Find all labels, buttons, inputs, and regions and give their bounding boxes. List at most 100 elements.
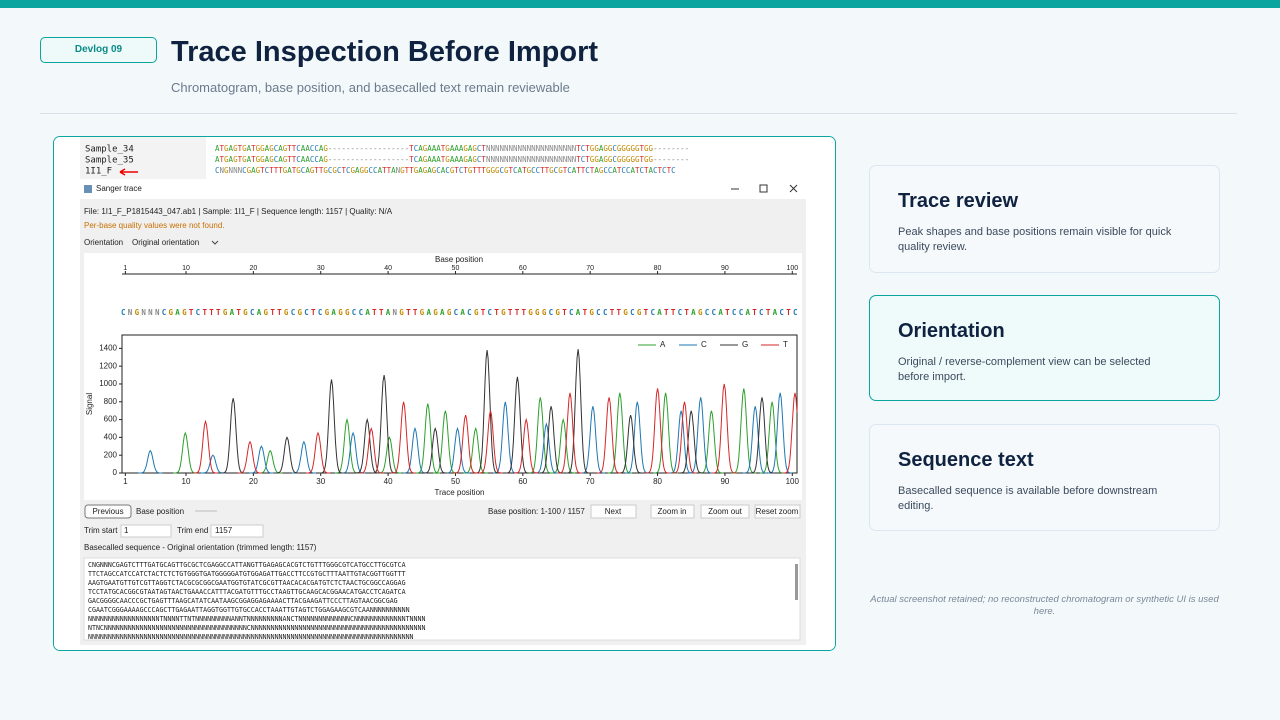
card: Sequence text Basecalled sequence is avai…: [869, 424, 1220, 531]
top-tick-label: 50: [452, 265, 460, 272]
top-tick-label: 1: [123, 265, 127, 272]
sequence-header: Basecalled sequence - Original orientati…: [84, 543, 317, 552]
trace-peak: [679, 410, 704, 474]
sequence-line: NTNCNNNNNNNNNNNNNNNNNNNNNNNNNNNNNNNNNNNN…: [88, 624, 425, 632]
card-title: Trace review: [898, 190, 1019, 212]
legend-label: G: [742, 340, 748, 349]
zoom-out-button[interactable]: [700, 504, 750, 519]
trace-peak: [565, 349, 591, 474]
trim-end-label: Trim end: [177, 526, 208, 535]
orientation-select[interactable]: [128, 236, 222, 249]
trace-peak: [596, 397, 622, 474]
card-body: Original / reverse-complement view can b…: [898, 356, 1151, 383]
range-label: Base position: 1-100 / 1157: [488, 507, 585, 516]
maximize[interactable]: [759, 184, 768, 193]
y-tick-label: 1200: [99, 361, 117, 370]
sequence-line: NNNNNNNNNNNNNNNNNNNNNNNNNNNNNNNNNNNNNNNN…: [88, 633, 414, 641]
top-tick-label: 20: [249, 265, 257, 272]
sequence-line: CGAATCGGGAAAAGCCCAGCTTGAGAATTAGGTGGTTGTG…: [88, 606, 410, 614]
top-tick-label: 40: [384, 265, 392, 272]
sequence-line: TTCTAGCCATCCATCTACTCTCTGTGGGTGATGGGGGATG…: [88, 570, 406, 578]
trace-peak: [334, 417, 360, 474]
sample-name: Sample_35: [85, 156, 134, 166]
y-tick-label: 800: [104, 397, 118, 406]
aligned-sequence: ATGAGTGATGGAGCAGTTCAACCAG---------------…: [215, 155, 689, 164]
card: Trace review Peak shapes and base positio…: [869, 165, 1220, 273]
chart-area: [84, 253, 802, 500]
trace-peak: [514, 417, 539, 474]
trace-peak: [528, 397, 553, 474]
app-icon: [84, 185, 92, 193]
trim-end-input[interactable]: [210, 524, 264, 538]
trace-peak: [625, 401, 650, 474]
card-title: Orientation: [898, 320, 1005, 342]
trace-peak: [731, 388, 756, 474]
x-tick-label: 1: [123, 477, 128, 486]
sequence-line: GACGGGGCAACCCGCTGAGTTTAAGCATATCAATAAGCGG…: [88, 597, 398, 605]
trace-peak: [493, 401, 518, 474]
top-axis-label: Base position: [435, 255, 483, 264]
x-tick-label: 50: [451, 477, 460, 486]
sample-name: 1I1_F: [85, 167, 112, 177]
trace-peak: [749, 397, 775, 474]
next-button[interactable]: [590, 504, 637, 519]
x-axis-label: Trace position: [435, 488, 485, 497]
x-tick-label: 20: [249, 477, 258, 486]
x-tick-label: 10: [182, 477, 191, 486]
trace-peak: [478, 410, 503, 474]
trim-start-input[interactable]: [120, 524, 172, 538]
trace-peak: [274, 436, 300, 474]
base-position-label: Base position: [136, 507, 184, 516]
y-tick-label: 600: [104, 415, 118, 424]
page-subtitle: Chromatogram, base position, and basecal…: [171, 80, 570, 95]
legend-label: C: [701, 340, 707, 349]
trim-start-label: Trim start: [84, 526, 118, 535]
trace-peak: [699, 410, 724, 474]
previous-label: Previous: [92, 507, 123, 516]
x-tick-label: 80: [653, 477, 662, 486]
trace-peak: [475, 350, 500, 474]
previous-button[interactable]: [84, 504, 132, 519]
sample-name: Sample_34: [85, 145, 134, 155]
file-info: File: 1I1_F_P1815443_047.ab1 | Sample: 1…: [84, 207, 393, 216]
trace-peak: [423, 426, 448, 474]
trace-peak: [249, 445, 274, 474]
screenshot: Sample_34 ATGAGTGATGGAGCAGTTCAACCAG------…: [54, 137, 835, 650]
scrollbar[interactable]: [795, 564, 798, 600]
top-tick-label: 100: [786, 265, 798, 272]
trace-peak: [645, 388, 670, 474]
close[interactable]: [789, 184, 798, 193]
trace-peak: [768, 392, 793, 474]
y-tick-label: 400: [104, 432, 118, 441]
trace-peak: [712, 383, 737, 474]
top-bar: [0, 0, 1280, 8]
x-tick-label: 70: [586, 477, 595, 486]
trace-peak: [359, 426, 384, 474]
x-tick-label: 40: [384, 477, 393, 486]
dropdown-arrow: [211, 240, 219, 245]
y-tick-label: 1400: [99, 343, 117, 352]
trace-peak: [371, 375, 397, 474]
trace-peak: [672, 401, 697, 474]
warning: Per-base quality values were not found.: [84, 221, 225, 230]
top-tick-label: 10: [182, 265, 190, 272]
trace-peak: [743, 406, 768, 474]
x-tick-label: 100: [786, 477, 800, 486]
sequence-line: CNGNNNCGAGTCTTTGATGCAGTTGCGCTCGAGGCCATTA…: [88, 561, 406, 569]
card-body: Peak shapes and base positions remain vi…: [898, 226, 1172, 253]
card: Orientation Original / reverse-complement…: [869, 295, 1220, 401]
arrow: [119, 168, 138, 176]
top-tick-label: 70: [586, 265, 594, 272]
x-tick-label: 60: [518, 477, 527, 486]
zoom-out-label: Zoom out: [708, 507, 743, 516]
top-tick-label: 90: [721, 265, 729, 272]
x-tick-label: 30: [316, 477, 325, 486]
trace-peak: [782, 392, 798, 474]
y-tick-label: 0: [113, 468, 118, 477]
zoom-in-button[interactable]: [650, 504, 695, 519]
reset-zoom-button[interactable]: [754, 504, 801, 519]
trace-peak: [669, 410, 694, 474]
title-bar: [80, 179, 806, 199]
